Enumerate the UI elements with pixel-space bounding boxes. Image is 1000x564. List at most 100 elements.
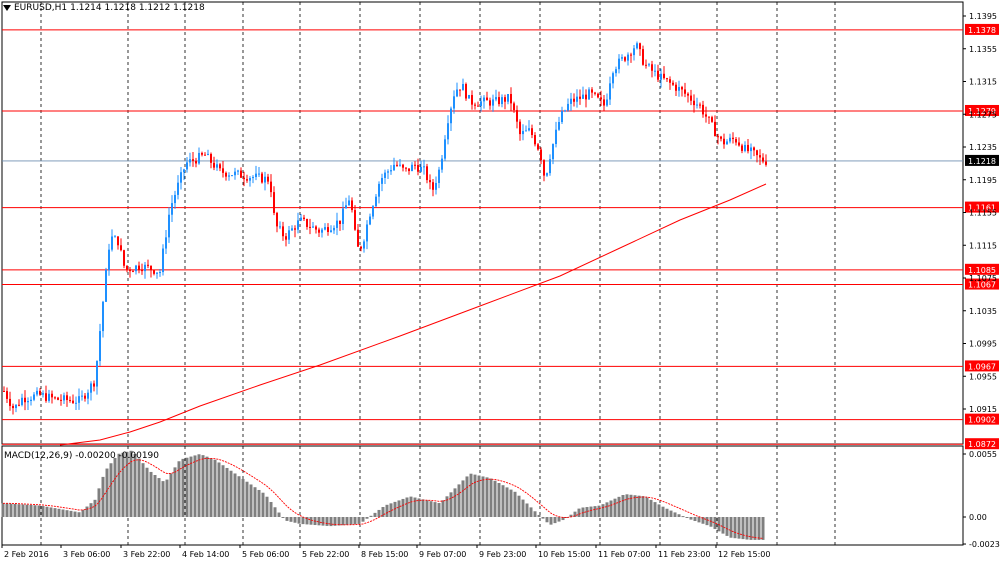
- candle-body: [234, 171, 236, 176]
- macd-histogram-bar: [41, 506, 45, 517]
- candle-body: [702, 104, 704, 115]
- candle-body: [246, 179, 248, 181]
- candle-body: [582, 94, 584, 99]
- macd-histogram-bar: [225, 467, 229, 517]
- macd-histogram-bar: [1, 503, 5, 517]
- macd-histogram-bar: [517, 495, 521, 517]
- macd-histogram-bar: [261, 492, 265, 517]
- candle-body: [204, 154, 206, 156]
- candle-body: [705, 114, 707, 117]
- candle-body: [291, 228, 293, 231]
- candle-body: [498, 97, 500, 105]
- candle-body: [213, 162, 215, 168]
- candle-body: [357, 229, 359, 247]
- macd-histogram-bar: [117, 453, 121, 517]
- macd-histogram-bar: [385, 504, 389, 517]
- macd-histogram-bar: [697, 517, 701, 523]
- macd-histogram-bar: [161, 481, 165, 517]
- macd-histogram-bar: [113, 457, 117, 517]
- candle-body: [207, 153, 209, 155]
- macd-histogram-bar: [49, 507, 53, 517]
- macd-histogram-bar: [713, 517, 717, 530]
- candle-body: [453, 96, 455, 109]
- macd-histogram-bar: [13, 503, 17, 517]
- candle-body: [264, 176, 266, 183]
- candle-body: [312, 226, 314, 228]
- macd-histogram-bar: [289, 517, 293, 522]
- macd-histogram-bar: [133, 454, 137, 517]
- macd-histogram-bar: [141, 463, 145, 517]
- macd-histogram-bar: [77, 512, 81, 517]
- macd-histogram-bar: [577, 508, 581, 517]
- level-price-label: 1.1161: [968, 204, 996, 213]
- price-tick-label: 1.0915: [969, 405, 997, 414]
- macd-histogram-bar: [125, 451, 129, 517]
- macd-histogram-bar: [145, 467, 149, 517]
- candle-body: [753, 147, 755, 151]
- candle-body: [537, 144, 539, 150]
- candle-body: [480, 101, 482, 106]
- macd-histogram-bar: [321, 517, 325, 526]
- candle-body: [756, 150, 758, 156]
- macd-histogram-bar: [641, 496, 645, 517]
- candle-body: [594, 92, 596, 94]
- candle-body: [45, 393, 47, 401]
- macd-histogram-bar: [17, 504, 21, 517]
- macd-histogram-bar: [217, 462, 221, 517]
- level-price-label: 1.1378: [968, 26, 996, 35]
- candle-body: [369, 216, 371, 225]
- candle-body: [174, 194, 176, 204]
- time-tick-label: 9 Feb 23:00: [479, 550, 526, 559]
- candle-body: [501, 97, 503, 105]
- candle-body: [303, 217, 305, 220]
- macd-histogram-bar: [449, 492, 453, 517]
- macd-histogram-bar: [381, 507, 385, 517]
- macd-histogram-bar: [177, 461, 181, 517]
- candle-body: [162, 248, 164, 273]
- candle-body: [609, 83, 611, 100]
- macd-histogram-bar: [677, 514, 681, 517]
- candle-body: [159, 272, 161, 274]
- candle-body: [348, 200, 350, 206]
- macd-histogram-bar: [681, 516, 685, 518]
- candle-body: [507, 93, 509, 102]
- candle-body: [525, 130, 527, 132]
- macd-histogram-bar: [293, 517, 297, 523]
- macd-histogram-bar: [705, 517, 709, 526]
- candle-body: [573, 98, 575, 102]
- price-tick-label: 1.1035: [969, 307, 997, 316]
- candle-body: [270, 181, 272, 193]
- candle-body: [48, 393, 50, 401]
- candle-body: [108, 249, 110, 271]
- macd-histogram-bar: [689, 517, 693, 520]
- candle-body: [651, 64, 653, 71]
- candle-body: [336, 220, 338, 228]
- macd-histogram-bar: [761, 517, 765, 540]
- macd-histogram-bar: [309, 517, 313, 525]
- candle-body: [714, 121, 716, 137]
- candle-body: [444, 139, 446, 159]
- candle-body: [51, 393, 53, 398]
- macd-histogram-bar: [685, 517, 689, 518]
- macd-histogram-bar: [349, 517, 353, 525]
- macd-histogram-bar: [53, 508, 57, 517]
- chart-menu-triangle-icon[interactable]: [3, 5, 11, 11]
- candle-body: [483, 97, 485, 102]
- macd-histogram-bar: [405, 497, 409, 517]
- macd-histogram-bar: [361, 517, 365, 522]
- candle-body: [180, 172, 182, 183]
- macd-histogram-bar: [169, 473, 173, 517]
- candle-body: [78, 396, 80, 403]
- level-price-badge: [965, 278, 999, 290]
- level-price-badge: [965, 263, 999, 275]
- candle-body: [132, 271, 134, 273]
- symbol-timeframe: EURUSD,H1: [14, 3, 68, 13]
- candle-body: [387, 171, 389, 173]
- candle-body: [477, 105, 479, 107]
- macd-histogram-bar: [33, 505, 37, 517]
- candle-body: [417, 165, 419, 172]
- macd-histogram-bar: [637, 495, 641, 517]
- candle-body: [306, 219, 308, 227]
- macd-histogram-bar: [61, 509, 65, 517]
